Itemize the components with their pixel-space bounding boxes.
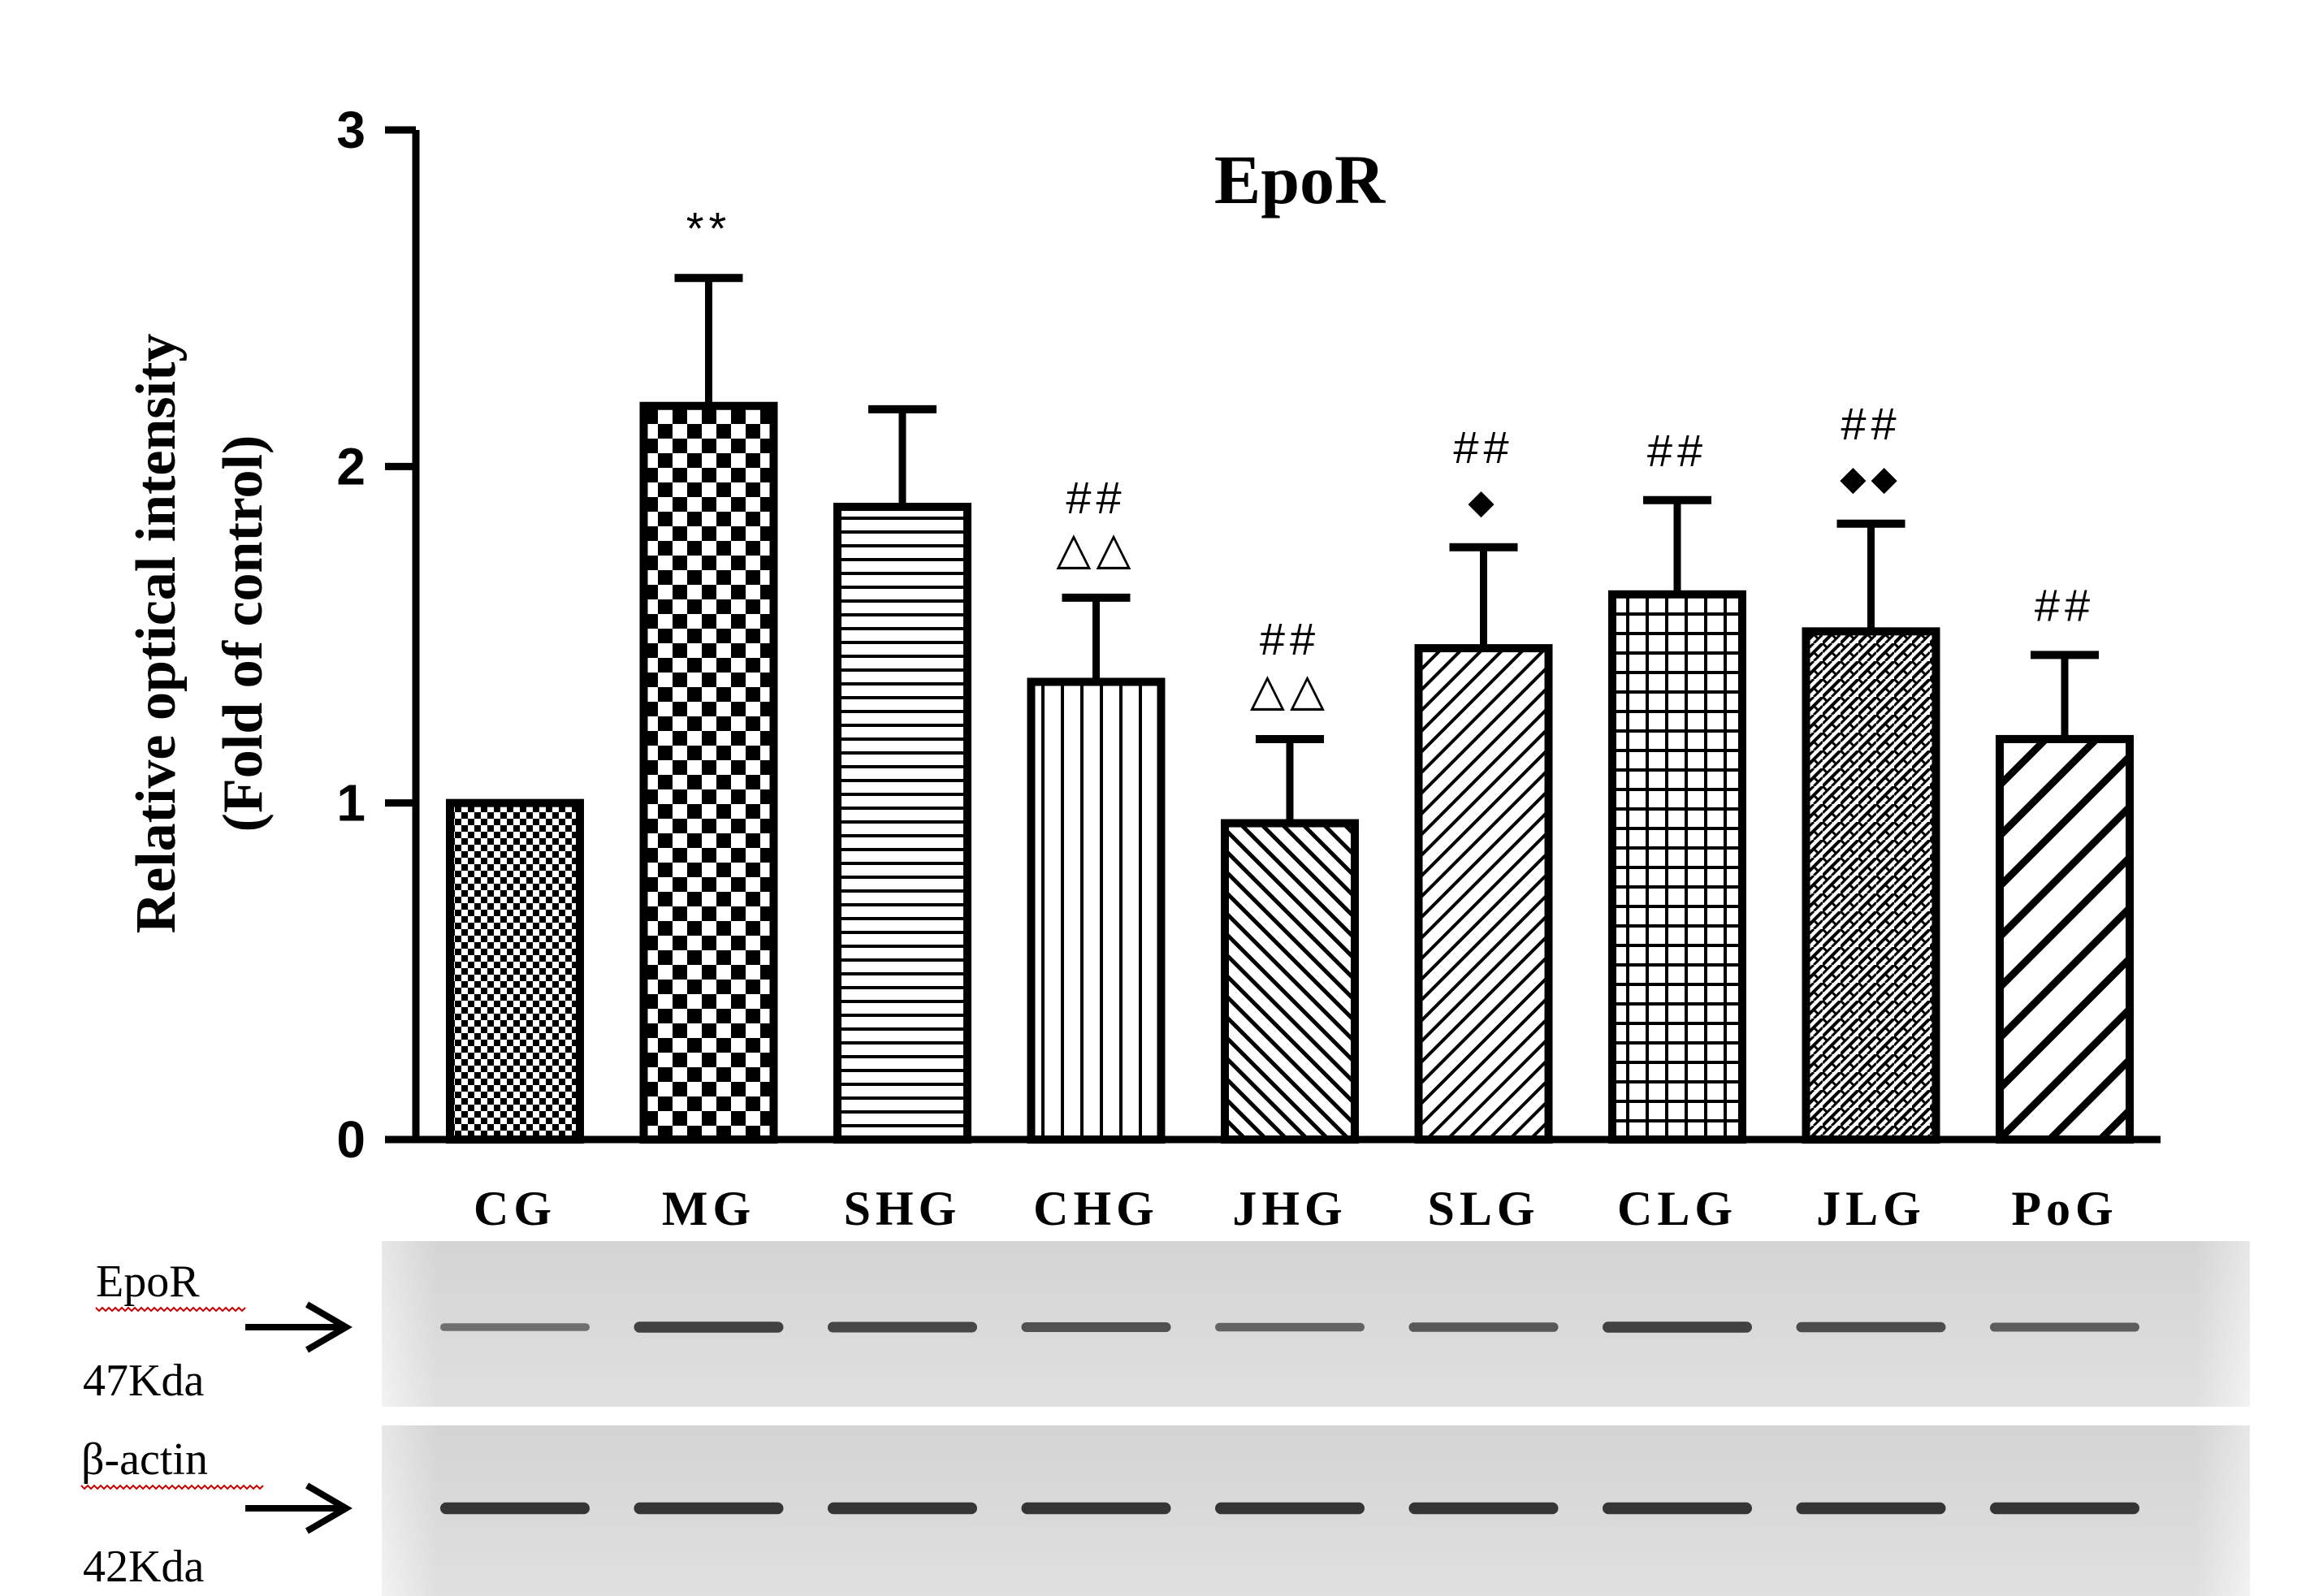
blot-band <box>1215 1502 1365 1515</box>
blot-protein-label: β-actin <box>81 1434 208 1485</box>
bar-chg <box>1027 677 1166 1144</box>
significance-mark-chg: ## <box>1066 472 1126 523</box>
arrow-head-icon <box>305 1482 353 1534</box>
bar-slg <box>1414 644 1553 1144</box>
blot-band <box>828 1321 977 1333</box>
y-tick-label: 1 <box>336 774 366 833</box>
blot-band <box>1603 1321 1752 1333</box>
blot-band <box>1990 1322 2139 1332</box>
blot-band <box>1215 1322 1365 1332</box>
blot-protein-label: EpoR <box>96 1256 200 1307</box>
x-tick-label-jhg: JHG <box>1232 1182 1347 1235</box>
y-axis-label: Relative optical intensity <box>125 334 188 934</box>
chart-title: EpoR <box>1214 141 1386 218</box>
x-tick-label-jlg: JLG <box>1816 1182 1926 1235</box>
spellcheck-underline <box>95 1306 246 1313</box>
blot-band <box>1796 1502 1946 1515</box>
bar-cg <box>446 798 584 1144</box>
blot-size-label: 47Kda <box>83 1356 204 1406</box>
significance-mark-jhg: ## <box>1260 613 1320 664</box>
blot-band <box>1408 1322 1559 1332</box>
x-tick-label-pog: PoG <box>2011 1182 2117 1235</box>
significance-mark-pog: ## <box>2035 579 2095 630</box>
significance-annotations: **##△△##△△##◆####◆◆## <box>686 202 2095 715</box>
arrow-head-icon <box>305 1301 353 1353</box>
y-tick-label: 0 <box>336 1110 366 1169</box>
blot-size-label: 42Kda <box>83 1542 204 1592</box>
x-tick-label-cg: CG <box>474 1182 556 1235</box>
bar-shg <box>833 503 971 1144</box>
x-axis: CG MG SHG CHG JHG SLG CLG JLG PoG <box>413 1135 2161 1235</box>
y-tick-label: 3 <box>336 101 366 159</box>
spellcheck-underline <box>80 1484 264 1490</box>
bar-mg <box>639 401 778 1144</box>
x-tick-label-shg: SHG <box>844 1182 962 1235</box>
x-tick-label-slg: SLG <box>1427 1182 1539 1235</box>
significance-mark-clg: ## <box>1647 425 1707 476</box>
significance-mark-slg: ◆ <box>1468 482 1499 521</box>
bar-pog <box>1996 734 2134 1144</box>
bar-jlg <box>1802 627 1940 1144</box>
blot-band <box>1796 1321 1946 1333</box>
blot-band <box>1990 1502 2139 1515</box>
blot-band <box>1603 1502 1752 1515</box>
blot-band <box>1021 1322 1171 1332</box>
significance-mark-jlg: ## <box>1841 398 1901 449</box>
blot-band <box>440 1502 590 1515</box>
blot-band <box>634 1502 784 1515</box>
x-tick-label-clg: CLG <box>1617 1182 1737 1235</box>
significance-mark-slg: ## <box>1453 422 1513 473</box>
blot-band <box>1408 1502 1559 1515</box>
blot-band <box>828 1502 977 1515</box>
blot-band <box>634 1321 784 1333</box>
significance-mark-mg: ** <box>686 202 732 253</box>
significance-mark-jlg: ◆◆ <box>1840 459 1902 497</box>
x-tick-label-chg: CHG <box>1033 1182 1159 1235</box>
bar-jhg <box>1221 819 1359 1144</box>
y-axis: 0 1 2 3 <box>336 101 420 1169</box>
western-blot-panels: EpoR 47Kda β-actin 42Kda <box>80 1241 2250 1596</box>
y-axis-label-sub: (Fold of control) <box>212 435 275 833</box>
significance-mark-chg: △△ <box>1056 522 1136 573</box>
y-tick-label: 2 <box>336 437 366 495</box>
blot-band <box>440 1323 590 1331</box>
significance-mark-jhg: △△ <box>1250 664 1330 715</box>
blot-band <box>1021 1502 1171 1515</box>
bar-clg <box>1608 590 1746 1144</box>
x-tick-label-mg: MG <box>662 1182 755 1235</box>
